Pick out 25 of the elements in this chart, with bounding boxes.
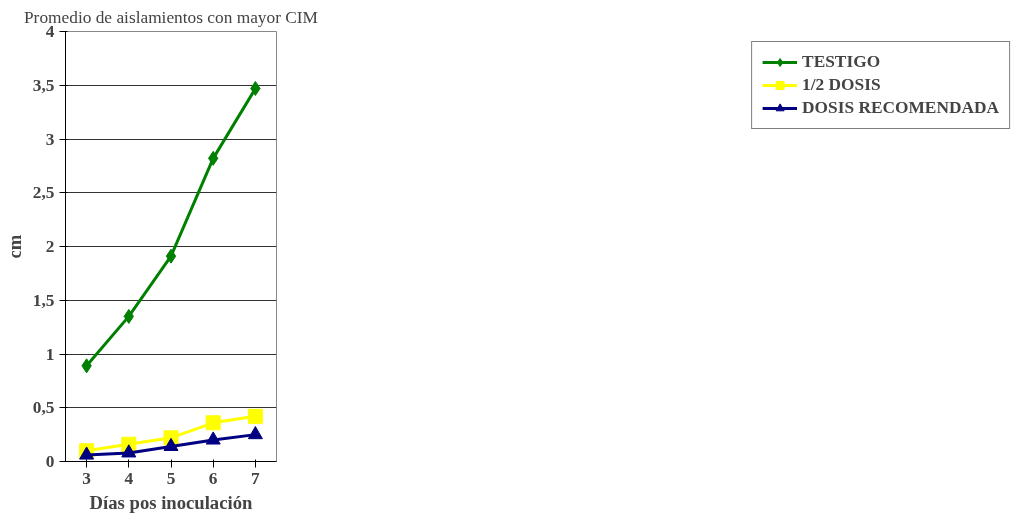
point [121, 444, 137, 458]
x-tick-label: 6 [208, 468, 218, 488]
point [205, 415, 221, 431]
point [247, 426, 263, 440]
y-axis-title: cm [3, 234, 25, 259]
y-tick-label: 2,5 [32, 183, 55, 203]
x-tick-label: 4 [124, 468, 134, 488]
point [165, 248, 177, 264]
legend-label: 1/2 DOSIS [802, 75, 881, 95]
y-tick-label: 0,5 [32, 398, 55, 418]
point [247, 408, 263, 424]
point [205, 431, 221, 445]
y-tick-label: 1,5 [32, 290, 55, 310]
y-tick-label: 3 [45, 129, 55, 149]
y-tick-label: 1 [45, 344, 55, 364]
x-tick-label: 7 [251, 468, 261, 488]
x-axis-title: Días pos inoculación [89, 491, 253, 513]
legend-label: TESTIGO [802, 52, 881, 72]
legend-label: DOSIS RECOMENDADA [802, 98, 999, 118]
y-tick-label: 2 [45, 237, 55, 256]
point [163, 437, 179, 451]
x-tick-label: 3 [82, 468, 92, 488]
y-tick-label: 3,5 [32, 75, 55, 95]
y-tick-label: 0 [45, 452, 55, 471]
x-tick-label: 5 [166, 468, 176, 488]
